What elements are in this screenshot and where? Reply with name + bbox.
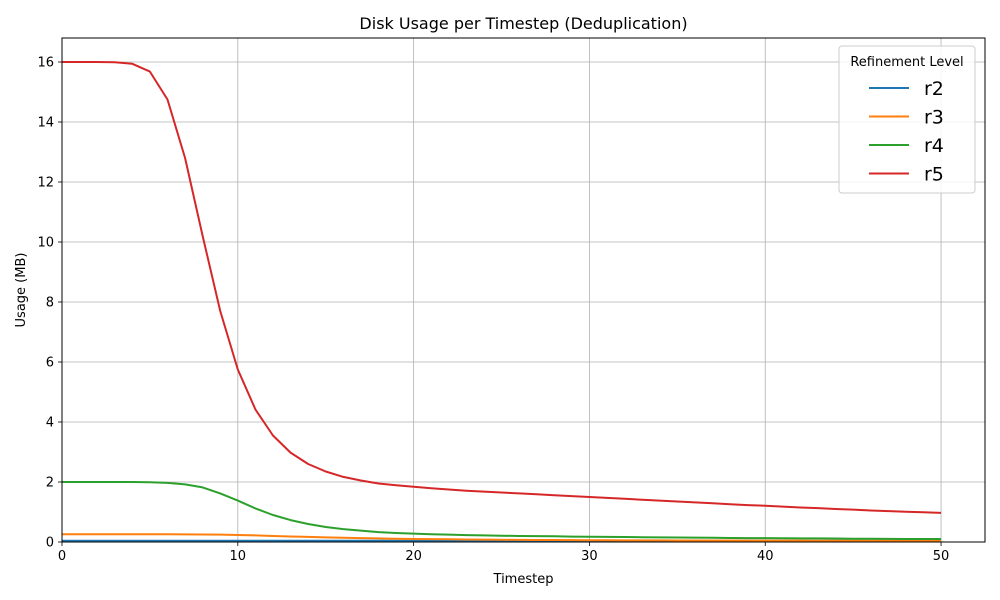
legend-label-r3: r3 [924,107,944,129]
legend-items: r2 r3 r4 r5 [869,78,944,186]
y-axis-label: Usage (MB) [14,253,29,328]
x-tick-label: 40 [757,549,774,564]
series-lines [62,61,942,542]
chart-title: Disk Usage per Timestep (Deduplication) [359,14,687,33]
legend: Refinement Level r2 r3 r4 r5 [838,45,976,194]
y-tick-label: 6 [46,356,54,371]
y-tick-label: 4 [46,416,54,431]
grid [61,38,985,543]
plot-frame [61,37,986,543]
series-line-r3 [62,533,942,542]
x-tick-label: 30 [581,549,598,564]
legend-label-r4: r4 [924,135,944,157]
legend-label-r2: r2 [924,78,944,100]
x-tick-label: 20 [405,549,422,564]
x-axis-label: Timestep [493,572,554,587]
y-tick-label: 16 [37,56,54,71]
y-tick-label: 2 [46,476,54,491]
y-tick-label: 14 [37,116,54,131]
legend-title: Refinement Level [850,55,963,70]
y-tick-label: 12 [37,176,54,191]
y-tick-label: 10 [37,236,54,251]
y-tick-label: 0 [46,536,54,551]
series-line-r4 [62,481,942,540]
x-tick-label: 0 [58,549,66,564]
x-tick-label: 10 [230,549,247,564]
x-tick-label: 50 [933,549,950,564]
series-line-r5 [62,61,942,514]
axis-ticks: 0 10 20 30 40 50 0 2 4 6 8 10 12 14 16 [37,56,949,565]
y-tick-label: 8 [46,296,54,311]
legend-label-r5: r5 [924,164,944,186]
legend-box [838,45,976,194]
